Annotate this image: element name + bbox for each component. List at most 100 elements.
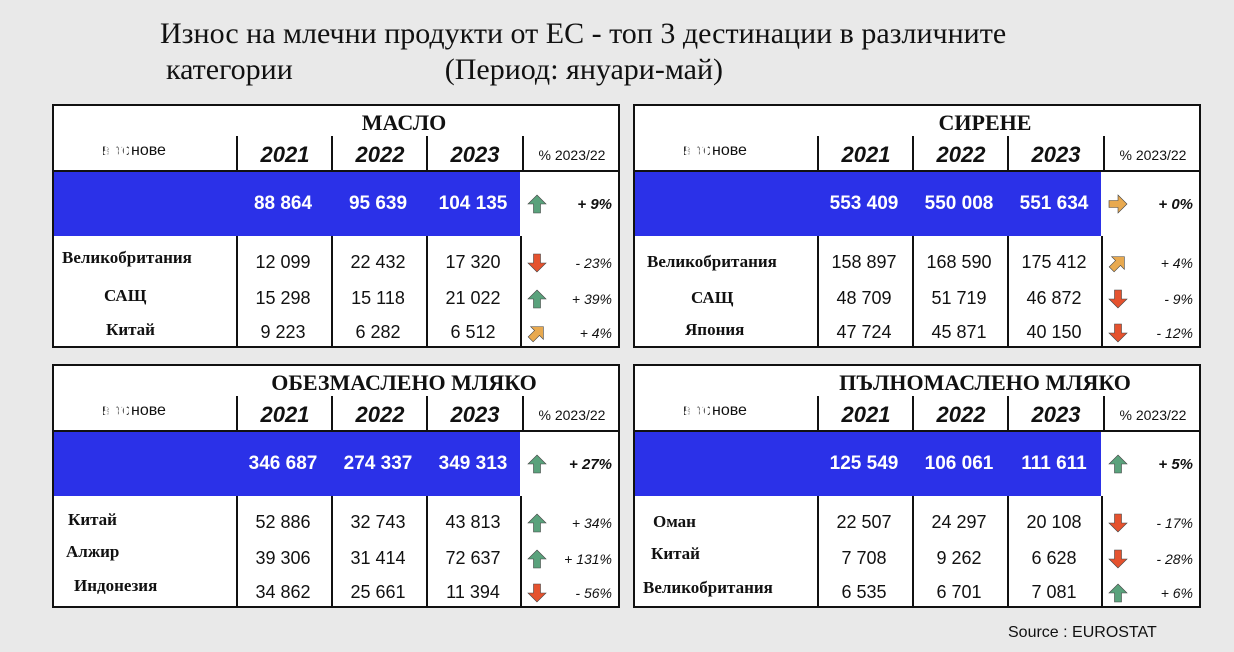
column-divider: [520, 496, 522, 606]
total-label: Общо за трети страни:: [76, 117, 195, 159]
country-name: Китай: [106, 320, 155, 339]
panel-title: ПЪЛНОМАСЛЕНО МЛЯКО: [839, 370, 1131, 395]
row-percent: - 28%: [1156, 551, 1193, 567]
panel-title: МАСЛО: [361, 110, 447, 135]
trend-down-arrow-icon: [1108, 513, 1128, 533]
chart-title: Износ на млечни продукти от ЕС - топ 3 д…: [160, 16, 1220, 88]
country-name: Оман: [653, 512, 696, 531]
column-divider: [331, 236, 333, 346]
column-divider: [520, 236, 522, 346]
cell-value: 6 701: [936, 582, 982, 602]
row-percent: + 6%: [1160, 585, 1193, 601]
total-value: 551 634: [1019, 193, 1089, 214]
header-divider: [54, 430, 618, 432]
row-percent: - 12%: [1156, 325, 1193, 341]
country-name: Алжир: [66, 542, 120, 561]
year-header: 2022: [331, 396, 427, 432]
trend-down-arrow-icon: [1108, 289, 1128, 309]
trend-up-right-arrow-icon: [1108, 256, 1125, 273]
country-name: Индонезия: [74, 576, 158, 595]
percent-header: % 2023/22: [1103, 136, 1201, 172]
cell-value: 9 262: [936, 548, 982, 568]
cell-value: 43 813: [445, 512, 501, 532]
cell-value: 7 081: [1031, 582, 1077, 602]
year-header: 2021: [817, 136, 913, 172]
total-value: 553 409: [829, 193, 899, 214]
column-divider: [426, 236, 428, 346]
title-line-1: Износ на млечни продукти от ЕС - топ 3 д…: [160, 17, 1007, 50]
percent-header: % 2023/22: [522, 396, 620, 432]
cell-value: 39 306: [255, 548, 311, 568]
column-divider: [1101, 236, 1103, 346]
header-divider: [635, 170, 1199, 172]
unit-label: в тонове: [683, 142, 747, 159]
cell-value: 168 590: [926, 252, 992, 272]
trend-down-arrow-icon: [1108, 549, 1128, 569]
unit-label: в тонове: [683, 402, 747, 419]
header-divider: [635, 430, 1199, 432]
trend-up-arrow-icon: [1108, 583, 1128, 603]
column-divider: [817, 496, 819, 606]
total-value: 274 337: [343, 453, 413, 474]
table-panel: СИРЕНЕ в тонове 2021 2022 2023% 2023/22 Общо …: [633, 104, 1201, 348]
cell-value: 32 743: [350, 512, 406, 532]
cell-value: 24 297: [931, 512, 987, 532]
country-name: Великобритания: [62, 248, 192, 267]
panel-title: ОБЕЗМАСЛЕНО МЛЯКО: [271, 370, 537, 395]
cell-value: 6 535: [841, 582, 887, 602]
trend-up-arrow-icon: [527, 549, 547, 569]
total-percent: + 5%: [1158, 456, 1193, 473]
source-label: Source : EUROSTAT: [1008, 624, 1157, 641]
cell-value: 34 862: [255, 582, 311, 602]
cell-value: 22 507: [836, 512, 892, 532]
column-divider: [1007, 496, 1009, 606]
trend-up-right-arrow-icon: [527, 326, 544, 343]
country-name: Великобритания: [647, 252, 777, 271]
cell-value: 52 886: [255, 512, 311, 532]
total-percent: + 0%: [1158, 196, 1193, 213]
cell-value: 11 394: [446, 582, 500, 602]
trend-down-arrow-icon: [527, 253, 547, 273]
country-name: Япония: [685, 320, 745, 339]
title-line-2: категории: [166, 53, 293, 86]
cell-value: 175 412: [1021, 252, 1087, 272]
header-divider: [54, 170, 618, 172]
total-label: Общо за трети страни:: [657, 377, 776, 419]
row-percent: + 39%: [571, 291, 612, 307]
total-row-background: [635, 172, 1101, 236]
year-header: 2022: [331, 136, 427, 172]
country-name: Великобритания: [643, 578, 773, 597]
total-label: Общо за трети страни:: [657, 117, 776, 159]
row-percent: + 4%: [1160, 255, 1193, 271]
cell-value: 6 282: [355, 322, 401, 342]
year-header: 2021: [236, 396, 332, 432]
column-divider: [331, 496, 333, 606]
column-divider: [236, 236, 238, 346]
column-divider: [236, 496, 238, 606]
row-percent: - 17%: [1156, 515, 1193, 531]
cell-value: 46 872: [1026, 288, 1082, 308]
total-percent: + 9%: [577, 196, 612, 213]
unit-label: в тонове: [102, 142, 166, 159]
row-percent: + 131%: [564, 551, 612, 567]
trend-down-arrow-icon: [527, 583, 547, 603]
total-value: 95 639: [348, 193, 408, 214]
column-divider: [912, 496, 914, 606]
row-percent: + 4%: [579, 325, 612, 341]
total-row-background: [54, 432, 520, 496]
year-header: 2023: [1007, 136, 1103, 172]
year-header: 2023: [426, 136, 522, 172]
year-header: 2022: [912, 396, 1008, 432]
cell-value: 40 150: [1026, 322, 1082, 342]
unit-label: в тонове: [102, 402, 166, 419]
total-value: 125 549: [829, 453, 899, 474]
total-value: 346 687: [248, 453, 318, 474]
trend-up-arrow-icon: [527, 454, 547, 474]
cell-value: 17 320: [445, 252, 501, 272]
cell-value: 25 661: [350, 582, 406, 602]
cell-value: 15 298: [255, 288, 311, 308]
percent-header: % 2023/22: [522, 136, 620, 172]
cell-value: 7 708: [841, 548, 887, 568]
year-header: 2021: [236, 136, 332, 172]
country-name: САЩ: [691, 288, 734, 307]
